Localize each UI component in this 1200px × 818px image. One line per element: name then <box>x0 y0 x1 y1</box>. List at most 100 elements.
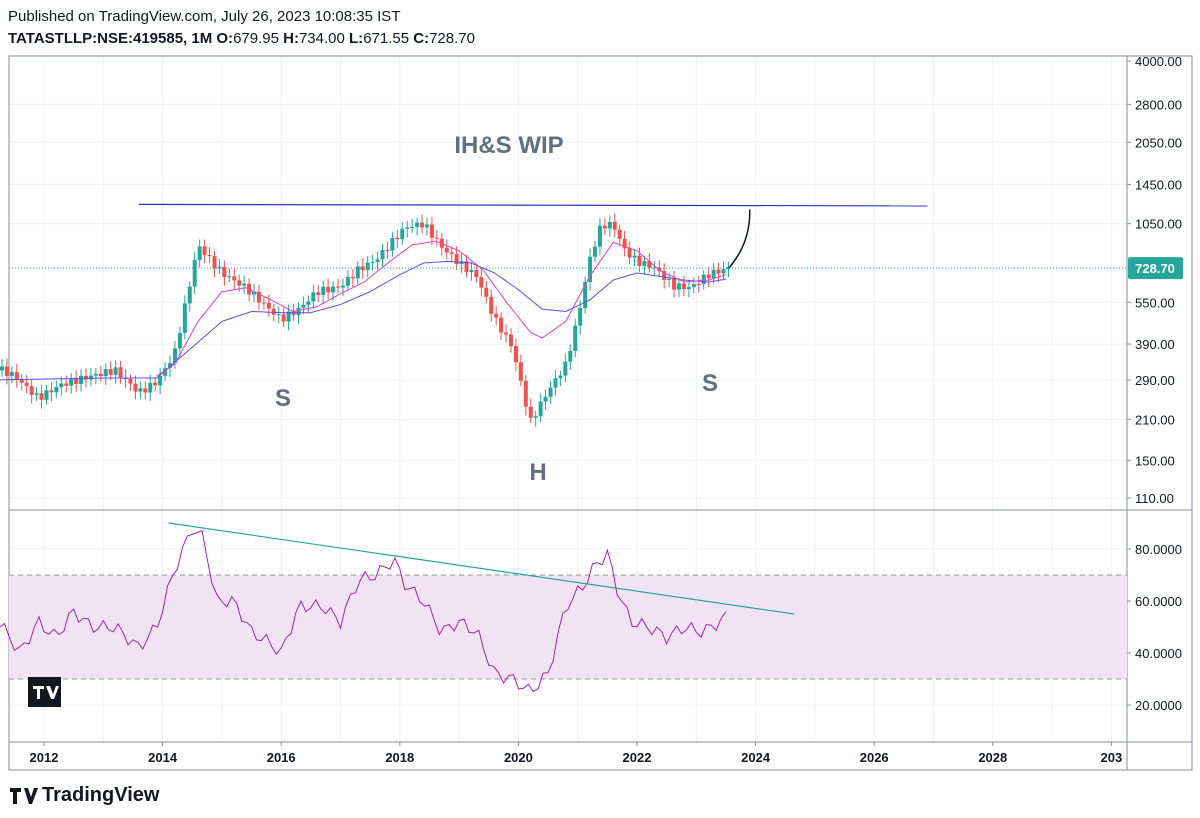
candle-body <box>24 382 29 387</box>
candle-body <box>588 256 593 283</box>
candle-body <box>597 225 602 247</box>
candle-body <box>424 224 429 228</box>
candle-body <box>474 270 479 278</box>
candle-body <box>642 261 647 266</box>
candle-body <box>108 369 113 375</box>
rsi-trendline <box>168 522 795 615</box>
candle-body <box>602 225 607 229</box>
candle-body <box>672 278 677 290</box>
candle-body <box>686 287 691 289</box>
candle-body <box>370 262 375 264</box>
candle-body <box>326 286 331 293</box>
candle-body <box>321 286 326 295</box>
ohlc-line: TATASTLLP:NSE:419585, 1M O:679.95 H:734.… <box>8 30 475 47</box>
candle-body <box>691 284 696 288</box>
candle-body <box>113 367 118 375</box>
x-axis-labels: 2012 2014 2016 2018 2020 2022 2024 2026 2028 203 <box>30 742 1122 765</box>
head-label: H <box>529 459 546 486</box>
rsi-tick-label: 60.0000 <box>1135 594 1182 609</box>
x-tick-label: 2018 <box>385 750 414 765</box>
candle-body <box>726 267 731 270</box>
candle-body <box>128 379 133 384</box>
candle-body <box>59 383 64 388</box>
rsi-tick-label: 80.0000 <box>1135 542 1182 557</box>
open-label: O: <box>216 30 234 47</box>
candle-body <box>405 227 410 229</box>
candle-body <box>138 388 143 392</box>
candle-body <box>612 221 617 230</box>
candle-body <box>4 366 9 377</box>
close-value: 728.70 <box>429 30 475 47</box>
rsi-band-fill <box>9 575 1127 679</box>
candle-body <box>266 302 271 309</box>
candle-body <box>657 267 662 272</box>
candle-body <box>212 256 217 269</box>
candle-body <box>706 274 711 279</box>
candle-body <box>538 401 543 417</box>
candle-body <box>415 222 420 227</box>
candle-body <box>158 375 163 386</box>
candle-body <box>54 387 59 393</box>
candle-body <box>98 373 103 377</box>
candle-body <box>133 383 138 392</box>
candle-body <box>148 382 153 393</box>
candle-body <box>479 277 484 288</box>
y-tick-label: 1450.00 <box>1135 177 1182 192</box>
candle-body <box>681 283 686 289</box>
candle-body <box>103 369 108 377</box>
moving-averages <box>0 240 727 381</box>
y-tick-label: 210.00 <box>1135 412 1175 427</box>
rsi-tick-label: 40.0000 <box>1135 646 1182 661</box>
outer-frame <box>8 55 1193 771</box>
y-tick-label: 290.00 <box>1135 373 1175 388</box>
rsi-tick-label: 20.0000 <box>1135 698 1182 713</box>
candle-body <box>711 269 716 279</box>
candle-body <box>420 222 425 228</box>
y-tick-label: 1050.00 <box>1135 217 1182 232</box>
candle-body <box>444 247 449 253</box>
candle-body <box>573 325 578 351</box>
candle-body <box>350 276 355 279</box>
candle-body <box>331 286 336 293</box>
y-tick-label: 550.00 <box>1135 295 1175 310</box>
candle-body <box>583 282 588 309</box>
candle-body <box>553 378 558 388</box>
candle-body <box>558 375 563 379</box>
x-tick-label: 2012 <box>30 750 59 765</box>
close-label: C: <box>413 30 430 47</box>
candle-body <box>395 237 400 240</box>
ma-slow-line <box>0 260 726 381</box>
candle-body <box>617 229 622 239</box>
candle-body <box>701 274 706 285</box>
candle-body <box>306 301 311 305</box>
annotations: IH&S WIP S H S <box>275 132 718 486</box>
candlestick-series <box>0 213 731 427</box>
candle-body <box>311 292 316 302</box>
candle-body <box>385 250 390 252</box>
x-tick-label: 2014 <box>148 750 178 765</box>
candle-body <box>632 255 637 258</box>
candle-body <box>499 317 504 333</box>
rsi-series <box>0 522 795 693</box>
right-shoulder-label: S <box>702 370 718 397</box>
candle-body <box>380 250 385 260</box>
low-label: L: <box>349 30 364 47</box>
candle-body <box>232 276 237 281</box>
tradingview-brand: TradingView <box>10 784 159 810</box>
candle-body <box>345 276 350 286</box>
candle-body <box>627 248 632 258</box>
candle-body <box>276 314 281 316</box>
candle-body <box>508 334 513 347</box>
y-tick-label: 2050.00 <box>1135 135 1182 150</box>
candle-body <box>533 416 538 418</box>
candle-body <box>360 266 365 271</box>
candle-body <box>716 269 721 274</box>
rsi-band <box>9 574 1127 680</box>
candle-body <box>182 303 187 333</box>
candle-body <box>64 383 69 386</box>
tradingview-badge <box>28 677 61 707</box>
candle-body <box>677 283 682 290</box>
candle-body <box>390 237 395 251</box>
candle-body <box>197 246 202 261</box>
